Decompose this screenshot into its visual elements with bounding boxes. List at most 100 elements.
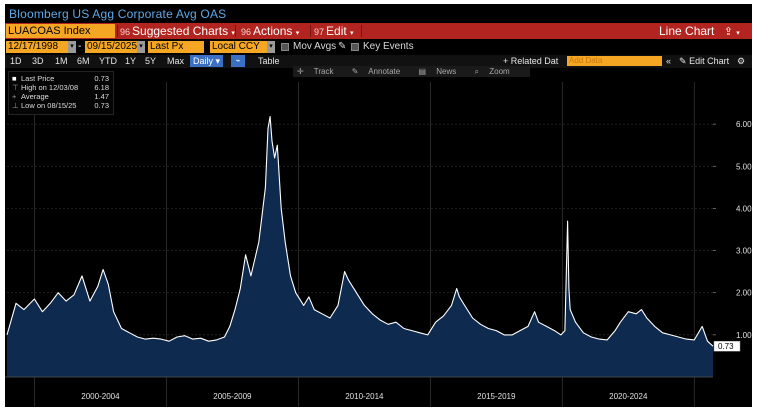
x-period-label: 2000-2004 — [81, 392, 120, 401]
divider — [117, 25, 118, 37]
suggested-charts-button[interactable]: 96 Suggested Charts ▾ — [120, 23, 235, 39]
ticker-input[interactable]: LUACOAS Index — [6, 24, 115, 38]
high-marker-icon: ⊤ — [12, 83, 19, 92]
high-label: High on 12/03/08 — [21, 83, 79, 92]
last-value-badge — [713, 340, 741, 352]
window-title: Bloomberg US Agg Corporate Avg OAS — [9, 7, 227, 21]
x-period-label: 2020-2024 — [609, 392, 648, 401]
chart-legend[interactable]: ■ Last Price 0.73 ⊤ High on 12/03/08 6.1… — [8, 71, 114, 115]
crosshair-icon: ✛ — [297, 67, 304, 76]
y-tick-label: 5.00 — [736, 162, 752, 171]
actions-button[interactable]: 96 Actions ▾ — [241, 23, 299, 39]
legend-high: ⊤ High on 12/03/08 6.18 — [11, 83, 111, 92]
y-tick-label: 2.00 — [736, 289, 752, 298]
pencil-icon: ✎ — [679, 56, 687, 66]
annotate-button[interactable]: ✎ Annotate — [352, 67, 409, 76]
y-tick-label: 4.00 — [736, 204, 752, 213]
chart-area[interactable]: 1.00 2.00 3.00 4.00 5.00 6.00 0.73 2000-2004 200… — [5, 74, 752, 407]
related-data-button[interactable]: + Related Dat — [503, 56, 559, 66]
edit-menu-button[interactable]: 97 Edit ▾ — [314, 23, 354, 39]
magnifier-icon: ⌕ — [474, 67, 479, 76]
export-icon[interactable]: ⇪ — [723, 26, 733, 38]
edit-number: 97 — [314, 27, 325, 37]
x-period-label: 2005-2009 — [213, 392, 252, 401]
collapse-chevrons-icon[interactable]: « — [666, 56, 672, 66]
line-chart-button[interactable]: Line Chart ⇪ ▾ — [659, 23, 740, 39]
chevron-down-icon: ▾ — [215, 56, 221, 66]
news-icon: ▤ — [418, 67, 427, 76]
currency-dropdown-icon[interactable]: ▾ — [267, 41, 275, 53]
y-tick-label: 3.00 — [736, 247, 752, 256]
frequency-select[interactable]: Daily ▾ — [190, 55, 224, 67]
zoom-label: Zoom — [489, 67, 510, 76]
date-separator: - — [78, 41, 82, 52]
chart-toolbar: ✛ Track ✎ Annotate ▤ News ⌕ Zoom — [293, 66, 530, 77]
divider — [235, 25, 236, 37]
period-ytd[interactable]: YTD — [99, 56, 117, 66]
edit-label: Edit — [326, 24, 347, 38]
command-bar: LUACOAS Index 96 Suggested Charts ▾ 96 Act… — [5, 23, 752, 39]
legend-low: ⊥ Low on 08/15/25 0.73 — [11, 101, 111, 110]
x-period-label: 2015-2019 — [477, 392, 516, 401]
low-value: 0.73 — [94, 101, 109, 110]
edit-chart-label: Edit Chart — [689, 56, 730, 66]
pencil-icon: ✎ — [351, 67, 359, 76]
divider — [361, 25, 362, 37]
actions-number: 96 — [241, 27, 252, 37]
gear-icon[interactable]: ⚙ — [737, 56, 746, 66]
last-value-label: 0.73 — [718, 342, 734, 351]
series-area-fill — [7, 116, 713, 377]
track-label: Track — [313, 67, 334, 76]
start-date-input[interactable]: 12/17/1998 — [6, 41, 68, 53]
average-value: 1.47 — [94, 92, 109, 101]
oas-area-chart[interactable]: 1.00 2.00 3.00 4.00 5.00 6.00 0.73 2000-2004 200… — [5, 74, 752, 407]
news-button[interactable]: ▤ News — [418, 67, 464, 76]
average-marker-icon: + — [12, 92, 17, 101]
x-period-label: 2010-2014 — [345, 392, 384, 401]
window-title-bar: Bloomberg US Agg Corporate Avg OAS — [5, 4, 752, 22]
annotate-label: Annotate — [368, 67, 401, 76]
calendar-dropdown-icon[interactable]: ▾ — [68, 41, 76, 53]
mov-avgs-checkbox[interactable] — [281, 43, 289, 51]
low-marker-icon: ⊥ — [12, 101, 19, 110]
last-price-label: Last Price — [21, 74, 55, 83]
news-label: News — [436, 67, 457, 76]
suggested-charts-number: 96 — [120, 27, 131, 37]
price-field-select[interactable]: Last Px — [148, 41, 204, 53]
bloomberg-terminal-window: Bloomberg US Agg Corporate Avg OAS LUACO… — [5, 4, 752, 407]
calendar-dropdown-icon[interactable]: ▾ — [137, 41, 145, 53]
line-style-icon[interactable]: ⌁ — [231, 55, 245, 67]
chevron-down-icon: ▾ — [736, 30, 740, 37]
end-date-input[interactable]: 09/15/2025 — [85, 41, 138, 53]
period-5y[interactable]: 5Y — [145, 56, 157, 66]
date-range-bar: 12/17/1998 ▾ - 09/15/2025 ▾ Last Px Loca… — [5, 41, 752, 55]
period-max[interactable]: Max — [167, 56, 185, 66]
y-tick-label: 6.00 — [736, 120, 752, 129]
legend-last-price: ■ Last Price 0.73 — [11, 74, 111, 83]
period-1m[interactable]: 1M — [55, 56, 68, 66]
pencil-icon[interactable]: ✎ — [338, 41, 347, 52]
period-3d[interactable]: 3D — [32, 56, 44, 66]
average-label: Average — [21, 92, 49, 101]
currency-select[interactable]: Local CCY — [210, 41, 267, 53]
period-1d[interactable]: 1D — [10, 56, 22, 66]
last-price-swatch: ■ — [12, 74, 17, 83]
divider — [310, 25, 311, 37]
series-line — [6, 116, 714, 347]
period-1y[interactable]: 1Y — [125, 56, 137, 66]
line-chart-label: Line Chart — [659, 24, 715, 38]
actions-label: Actions — [253, 24, 293, 38]
key-events-checkbox[interactable] — [351, 43, 359, 51]
chevron-down-icon: ▾ — [295, 30, 300, 37]
chevron-down-icon: ▾ — [350, 30, 354, 37]
add-data-input[interactable]: Add Data — [567, 56, 662, 66]
track-button[interactable]: ✛ Track — [297, 67, 341, 76]
zoom-button[interactable]: ⌕ Zoom — [475, 67, 518, 76]
edit-chart-button[interactable]: ✎ Edit Chart — [679, 55, 729, 67]
table-button[interactable]: Table — [258, 56, 280, 66]
period-6m[interactable]: 6M — [77, 56, 90, 66]
legend-average: + Average 1.47 — [11, 92, 111, 101]
frequency-label: Daily — [193, 56, 214, 66]
low-label: Low on 08/15/25 — [21, 101, 77, 110]
last-price-value: 0.73 — [94, 74, 109, 83]
